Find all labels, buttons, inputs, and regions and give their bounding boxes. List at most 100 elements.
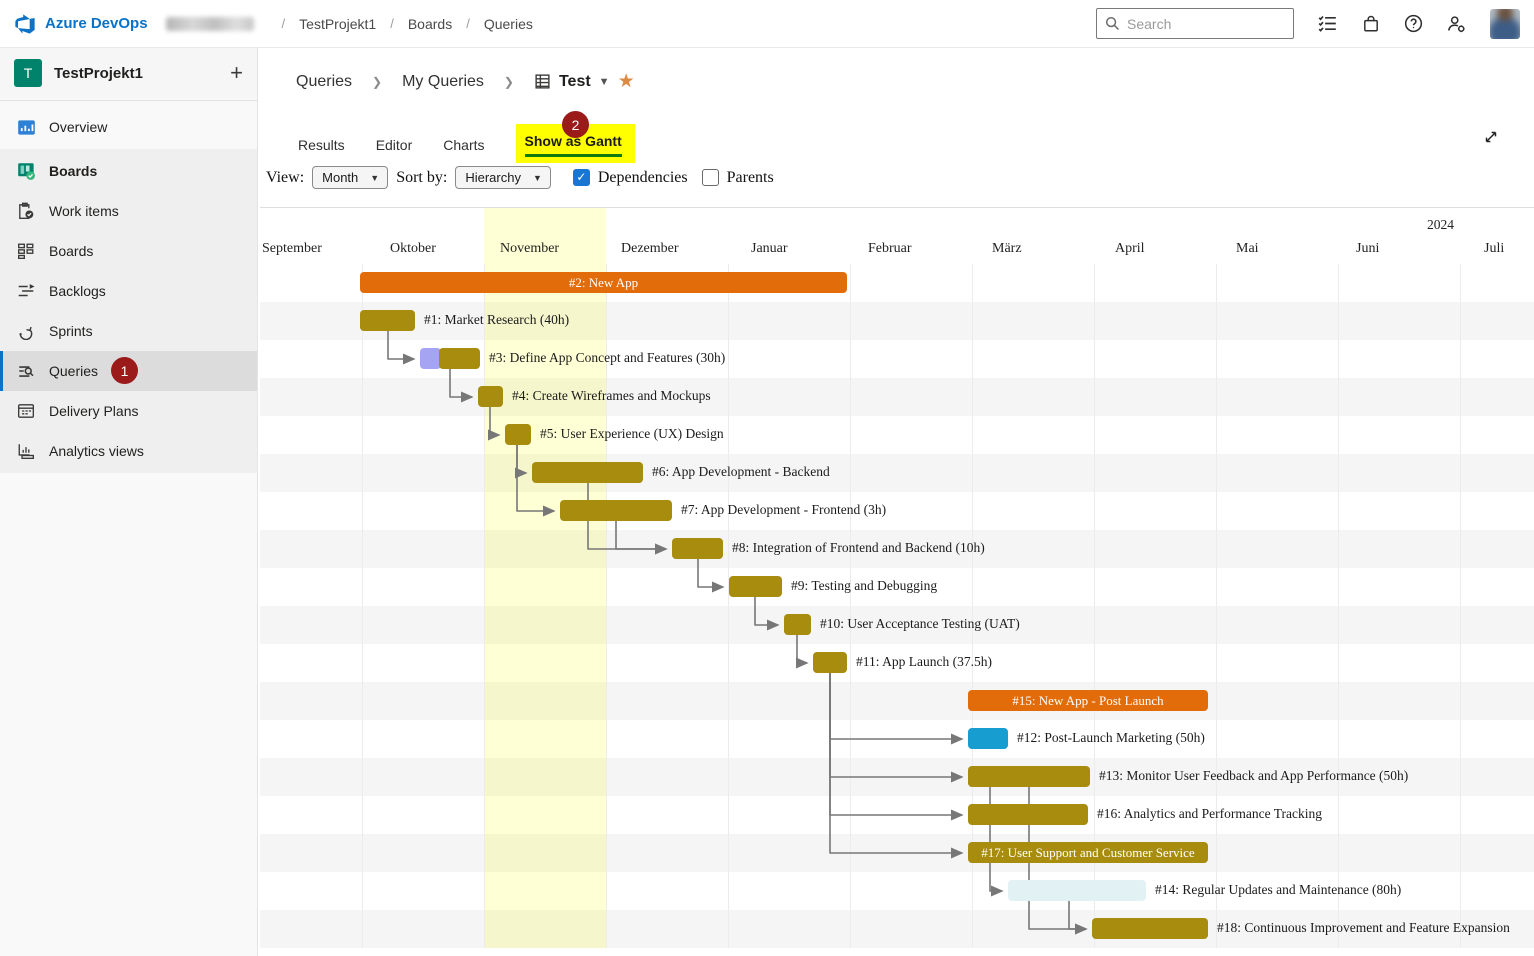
add-project-button[interactable]: + [230,60,243,85]
tab-results[interactable]: Results [298,137,345,153]
breadcrumb-queries-link[interactable]: Queries [296,72,353,90]
gantt-bar-17[interactable]: #17: User Support and Customer Service [968,842,1208,863]
gantt-bar-8[interactable] [672,538,723,559]
dependency-arrow [829,673,964,745]
user-avatar[interactable] [1490,8,1520,39]
gantt-bar-18[interactable] [1092,918,1208,939]
sort-select-value: Hierarchy [465,170,521,185]
favorite-star-icon[interactable]: ★ [617,71,635,92]
dependency-arrow [516,445,556,517]
gantt-bar-5[interactable] [505,424,531,445]
gantt-bar-16[interactable] [968,804,1088,825]
gantt-bar-10[interactable] [784,614,811,635]
gantt-row-stripe [260,568,1534,606]
breadcrumb-separator: / [281,16,286,31]
dependency-arrow [989,787,1004,897]
parents-checkbox[interactable] [701,169,719,186]
gantt-task-label: #8: Integration of Frontend and Backend … [732,540,985,555]
sidebar-item-work-items[interactable]: Work items [0,191,257,231]
gantt-bar-6[interactable] [532,462,643,483]
month-label: Mai [1236,241,1259,256]
sidebar-item-sprints[interactable]: Sprints [0,311,257,351]
gantt-task-label: #3: Define App Concept and Features (30h… [489,350,726,365]
gantt-task-label: #18: Continuous Improvement and Feature … [1217,920,1510,935]
work-items-icon [16,201,36,221]
sidebar-item-backlogs[interactable]: Backlogs [0,271,257,311]
gantt-bar-12[interactable] [968,728,1008,749]
gantt-row-stripe [260,454,1534,492]
gantt-bar-2[interactable]: #2: New App [360,272,847,293]
sidebar-item-queries[interactable]: Queries 1 [0,351,257,391]
query-title-group: Test ▼ ★ [534,70,635,93]
project-avatar[interactable]: T [14,59,42,87]
gantt-task-label: #10: User Acceptance Testing (UAT) [820,616,1020,631]
gantt-bar-3[interactable] [420,348,441,369]
sidebar-item-boards-hub[interactable]: Boards [0,151,257,191]
annotation-badge-1: 1 [111,357,138,384]
dependencies-checkbox[interactable]: ✓ [572,169,590,186]
gantt-task-label: #5: User Experience (UX) Design [540,426,724,441]
search-icon [1105,16,1120,31]
gantt-bar-13[interactable] [968,766,1090,787]
dependency-arrow [697,559,725,593]
chevron-down-icon[interactable]: ▼ [598,75,610,88]
highlighted-month-column [484,208,606,948]
gantt-bar-4[interactable] [478,386,503,407]
gantt-task-label: #6: App Development - Backend [652,464,830,479]
month-label: Februar [868,241,912,256]
sidebar-item-boards[interactable]: Boards [0,231,257,271]
project-name[interactable]: TestProjekt1 [54,64,143,82]
user-settings-icon[interactable] [1447,14,1466,33]
avatar-image-blurred [1490,8,1520,39]
boards-nav-group: Boards Work items Boards Backlogs [0,149,257,473]
gantt-task-label: #14: Regular Updates and Maintenance (80… [1155,882,1402,897]
gantt-bar-3[interactable] [439,348,480,369]
search-box[interactable] [1096,8,1294,39]
gantt-bar-9[interactable] [729,576,782,597]
marketplace-bag-icon[interactable] [1361,14,1380,33]
view-select[interactable]: Month ▼ [312,166,389,189]
project-sidebar: T TestProjekt1 + Overview Boards Work [0,48,258,956]
gantt-bar-14[interactable] [1008,880,1146,901]
breadcrumb-boards[interactable]: Boards [407,15,453,32]
tab-editor[interactable]: Editor [375,137,413,153]
gantt-bar-1[interactable] [360,310,415,331]
tab-charts[interactable]: Charts [443,137,485,153]
sidebar-item-delivery-plans[interactable]: Delivery Plans [0,391,257,431]
azure-devops-logo-icon[interactable] [14,13,36,35]
help-icon[interactable] [1404,14,1423,33]
dependency-arrow [795,635,809,669]
gantt-controls: View: Month ▼ Sort by: Hierarchy ▼ ✓ Dep… [266,166,774,189]
breadcrumb-queries[interactable]: Queries [483,15,533,32]
month-label: März [992,241,1022,256]
year-label: 2024 [1427,217,1454,232]
sort-select[interactable]: Hierarchy ▼ [455,166,551,189]
gantt-bar-15[interactable]: #15: New App - Post Launch [968,690,1208,711]
dependency-arrow [615,521,668,555]
sort-by-label: Sort by: [396,168,448,186]
view-select-value: Month [322,170,359,185]
brand-title[interactable]: Azure DevOps [45,15,148,32]
gantt-row-stripe [260,872,1534,910]
organization-name-blurred[interactable] [165,16,254,31]
gantt-row-stripe [260,416,1534,454]
gantt-task-label: #4: Create Wireframes and Mockups [512,388,711,403]
task-list-icon[interactable] [1318,14,1337,33]
dependency-arrow [829,673,964,821]
month-gridline [484,264,485,948]
search-input[interactable] [1127,15,1267,32]
sidebar-item-analytics-views[interactable]: Analytics views [0,431,257,471]
month-gridline [850,264,851,948]
breadcrumb-my-queries-link[interactable]: My Queries [402,72,484,90]
breadcrumb-project[interactable]: TestProjekt1 [299,15,377,32]
gantt-bar-11[interactable] [813,652,847,673]
dependency-arrow [387,331,416,365]
fullscreen-icon[interactable] [1482,128,1500,146]
gantt-row-stripe [260,492,1534,530]
month-gridline [1216,264,1217,948]
gantt-bar-7[interactable] [560,500,672,521]
sidebar-item-overview[interactable]: Overview [0,105,257,149]
month-gridline [606,264,607,948]
dependency-arrow [1028,787,1088,935]
overview-icon [16,117,36,137]
